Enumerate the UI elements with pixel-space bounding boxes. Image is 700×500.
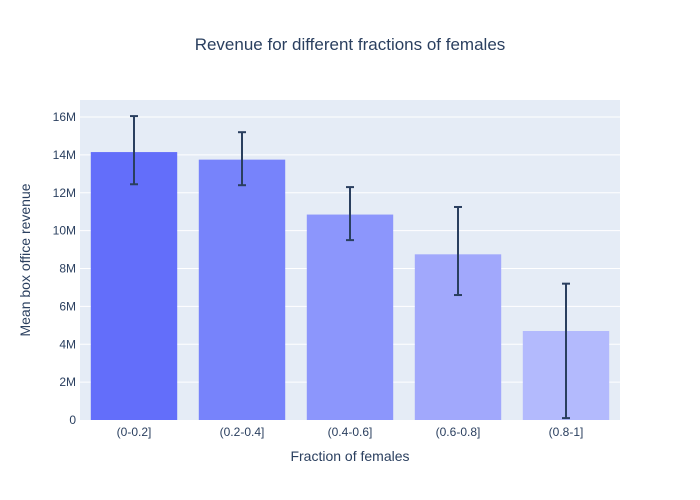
chart-title: Revenue for different fractions of femal… (195, 35, 506, 54)
error-bars-group (130, 115, 570, 420)
y-tick-label: 14M (53, 148, 76, 162)
error-bar (454, 205, 462, 297)
bar (90, 152, 178, 421)
y-tick-label: 6M (59, 299, 76, 313)
y-tick-label: 4M (59, 337, 76, 351)
y-tick-label: 16M (53, 110, 76, 124)
error-bar (238, 131, 246, 187)
y-tick-label: 12M (53, 186, 76, 200)
error-bar (562, 282, 570, 420)
bar (306, 214, 394, 420)
y-tick-label: 0 (69, 413, 76, 427)
x-tick-label: (0.8-1] (549, 425, 584, 439)
x-tick-label: (0.4-0.6] (328, 425, 373, 439)
x-tick-label: (0.2-0.4] (220, 425, 265, 439)
y-axis-title: Mean box office revenue (17, 183, 33, 336)
y-tick-label: 2M (59, 375, 76, 389)
error-bar (346, 186, 354, 242)
y-tick-label: 8M (59, 262, 76, 276)
x-tick-label: (0.6-0.8] (436, 425, 481, 439)
bar (198, 159, 286, 421)
error-bar (130, 115, 138, 186)
x-axis-ticks: (0-0.2] (0.2-0.4] (0.4-0.6] (0.6-0.8] (0.8-1… (117, 425, 584, 439)
y-axis-ticks: 0 2M 4M 6M 8M 10M 12M 14M 16M (53, 110, 77, 427)
x-axis-title: Fraction of females (290, 448, 409, 464)
y-tick-label: 10M (53, 224, 76, 238)
x-tick-label: (0-0.2] (117, 425, 152, 439)
